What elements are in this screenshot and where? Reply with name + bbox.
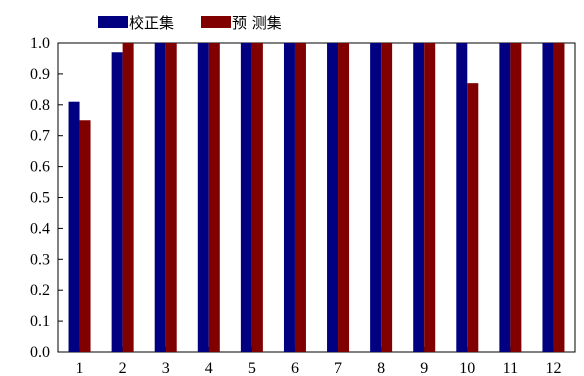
bar-series-2-cat-7: [338, 43, 350, 352]
bar-series-1-cat-11: [499, 43, 511, 352]
bar-series-1-cat-5: [240, 43, 252, 352]
y-tick-label: 0.3: [30, 251, 50, 268]
plot-border: [57, 42, 576, 353]
x-tick-label: 10: [459, 360, 475, 376]
y-tick-label: 0.9: [30, 66, 50, 83]
bar-series-1-cat-9: [413, 43, 425, 352]
bar-series-1-cat-6: [283, 43, 295, 352]
y-tick-label: 0.4: [30, 220, 50, 237]
bar-series-1-cat-8: [370, 43, 382, 352]
bar-series-2-cat-3: [165, 43, 177, 352]
bar-series-2-cat-11: [510, 43, 522, 352]
legend-swatch-1: [98, 16, 128, 28]
bar-series-2-cat-1: [79, 120, 91, 352]
x-tick-label: 1: [76, 360, 84, 376]
legend-swatch-2: [201, 16, 231, 28]
x-tick-label: 9: [420, 360, 428, 376]
bar-series-2-cat-6: [294, 43, 306, 352]
bar-series-1-cat-12: [542, 43, 554, 352]
bar-series-2-cat-5: [251, 43, 263, 352]
x-tick-label: 5: [248, 360, 256, 376]
x-tick-label: 8: [377, 360, 385, 376]
bar-series-1-cat-3: [154, 43, 166, 352]
bar-series-2-cat-4: [208, 43, 220, 352]
bar-series-2-cat-10: [467, 83, 479, 353]
y-tick-label: 1.0: [30, 35, 50, 52]
bars: [68, 43, 565, 353]
legend-label-2: 预 测集: [232, 14, 282, 32]
x-tick-label: 7: [334, 360, 342, 376]
bar-series-2-cat-9: [424, 43, 436, 352]
bar-series-1-cat-2: [111, 52, 123, 353]
y-tick-label: 0.2: [30, 282, 50, 299]
y-tick-label: 0.6: [30, 159, 50, 176]
x-tick-label: 3: [162, 360, 170, 376]
x-tick-label: 6: [291, 360, 299, 376]
y-tick-label: 0.7: [30, 128, 50, 145]
y-axis: 0.0 0.1 0.2 0.3 0.4 0.5 0.6 0.7 0.8 0.9 1.0: [30, 35, 63, 361]
y-tick-label: 0.0: [30, 344, 50, 361]
bar-series-2-cat-2: [122, 43, 134, 352]
x-tick-label: 11: [503, 360, 518, 376]
bar-series-1-cat-7: [327, 43, 339, 352]
x-tick-label: 12: [545, 360, 561, 376]
bar-series-1-cat-4: [197, 43, 209, 352]
bar-series-1-cat-1: [68, 101, 80, 353]
x-axis: 1 2 3 4 5 6 7 8 9 10 11 12: [76, 347, 561, 376]
y-tick-label: 0.8: [30, 97, 50, 114]
x-tick-label: 4: [205, 360, 213, 376]
legend-label-1: 校正集: [129, 14, 174, 32]
y-tick-label: 0.1: [30, 313, 50, 330]
y-tick-label: 0.5: [30, 190, 50, 207]
bar-series-2-cat-12: [553, 43, 565, 352]
x-tick-label: 2: [119, 360, 127, 376]
bar-series-1-cat-10: [456, 43, 468, 352]
legend: 校正集 预 测集: [98, 14, 282, 32]
plot-frame: [57, 42, 576, 353]
bar-series-2-cat-8: [381, 43, 393, 352]
